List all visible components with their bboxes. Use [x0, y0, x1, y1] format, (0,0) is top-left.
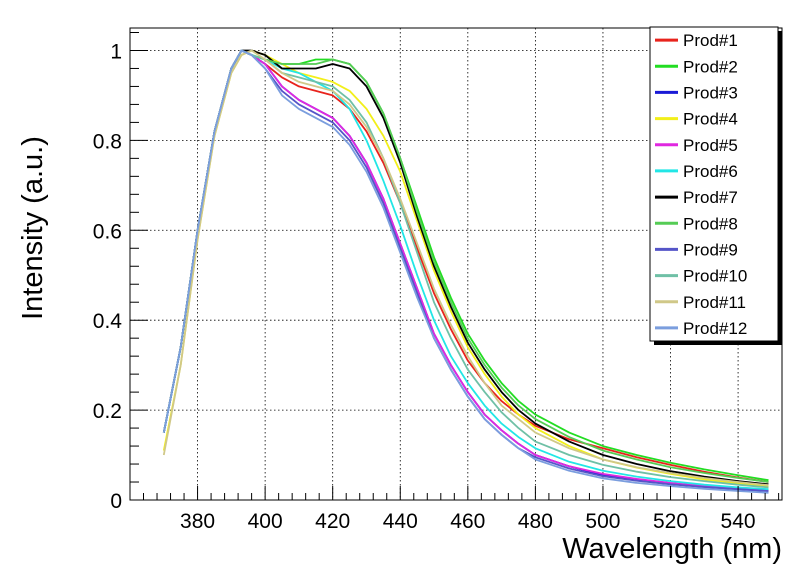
legend-label: Prod#2 [683, 57, 738, 76]
legend-label: Prod#12 [683, 319, 747, 338]
legend-label: Prod#6 [683, 162, 738, 181]
series-line-prod-11 [162, 49, 769, 487]
y-tick-label: 0.8 [93, 130, 122, 153]
y-axis-label: Intensity (a.u.) [17, 136, 49, 320]
y-tick-label: 1 [110, 40, 122, 63]
series-line-prod-12 [162, 49, 769, 494]
legend-box [649, 26, 779, 342]
x-tick-label: 380 [180, 510, 215, 533]
legend-label: Prod#5 [683, 136, 738, 155]
legend-label: Prod#8 [683, 214, 738, 233]
x-tick-label: 400 [248, 510, 283, 533]
axis-ticks [130, 31, 780, 501]
legend-label: Prod#10 [683, 267, 747, 286]
x-axis-label: Wavelength (nm) [562, 533, 782, 565]
legend: Prod#1 Prod#2 Prod#3 Prod#4 Prod#5 Prod#6 Prod… [649, 26, 782, 345]
x-tick-label: 540 [721, 510, 756, 533]
legend-label: Prod#4 [683, 110, 738, 129]
series-lines [162, 49, 769, 494]
x-tick-label: 480 [518, 510, 553, 533]
x-tick-label: 420 [315, 510, 350, 533]
legend-label: Prod#11 [683, 293, 746, 312]
tick-labels: 380 400 420 440 460 480 500 520 540 0 0.2 0.4 0.6 0.8… [93, 40, 756, 533]
x-tick-label: 520 [653, 510, 688, 533]
y-tick-label: 0 [110, 490, 122, 513]
x-tick-label: 460 [450, 510, 485, 533]
y-tick-label: 0.4 [93, 310, 123, 333]
x-tick-label: 440 [383, 510, 418, 533]
legend-label: Prod#1 [683, 31, 738, 50]
x-tick-label: 500 [585, 510, 620, 533]
y-tick-label: 0.6 [93, 220, 122, 243]
legend-label: Prod#9 [683, 240, 738, 259]
legend-label: Prod#7 [683, 188, 738, 207]
legend-label: Prod#3 [683, 83, 738, 102]
y-tick-label: 0.2 [93, 400, 122, 423]
